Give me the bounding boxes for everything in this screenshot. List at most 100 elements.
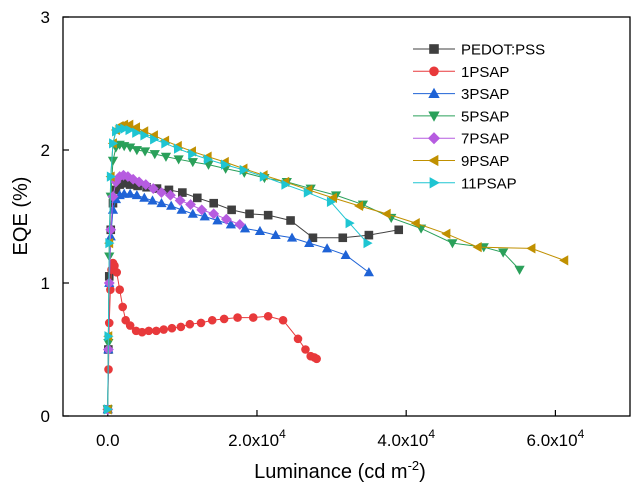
data-point (159, 325, 169, 334)
legend-marker (429, 44, 439, 54)
data-point (472, 241, 482, 253)
data-point (103, 404, 113, 415)
data-point (160, 152, 172, 162)
legend-item: 5PSAP (413, 108, 509, 125)
data-point (248, 313, 258, 322)
data-point (278, 315, 288, 325)
data-point (107, 156, 119, 166)
data-point (363, 267, 374, 277)
data-point (115, 285, 124, 294)
data-point (312, 354, 321, 364)
data-point (185, 319, 195, 329)
legend-marker (427, 132, 441, 145)
legend-marker (428, 111, 440, 122)
data-point (286, 232, 298, 242)
data-point (174, 195, 186, 206)
x-tick-label: 0.0 (96, 431, 120, 450)
data-point (125, 124, 135, 136)
data-series (102, 119, 569, 415)
y-tick-label: 1 (41, 274, 50, 293)
series-1 (103, 178, 404, 414)
data-point (147, 183, 159, 194)
data-point (178, 188, 187, 197)
data-point (122, 171, 134, 183)
legend-label: PEDOT:PSS (461, 42, 545, 59)
data-point (139, 192, 150, 202)
y-tick-label: 3 (41, 8, 50, 27)
series-line (107, 128, 368, 410)
data-point (270, 229, 281, 240)
data-point (176, 322, 186, 332)
legend-marker (428, 154, 439, 167)
data-point (118, 302, 127, 312)
data-point (188, 148, 198, 160)
data-point (176, 204, 187, 214)
data-point (208, 208, 220, 220)
x-axis-title-main: Luminance (cd m (254, 461, 407, 483)
series-line (107, 174, 240, 410)
legend-label: 11PSAP (461, 175, 517, 192)
data-point (140, 130, 150, 141)
legend-item: 9PSAP (413, 153, 509, 170)
data-point (167, 323, 177, 333)
plot-frame (62, 16, 631, 417)
legend-label: 5PSAP (461, 108, 509, 125)
data-point (139, 147, 151, 157)
data-point (353, 200, 364, 211)
data-point (514, 265, 525, 275)
data-point (173, 155, 184, 165)
data-point (410, 218, 420, 229)
legend-item: PEDOT:PSS (413, 42, 545, 59)
data-point (105, 224, 117, 236)
data-point (220, 213, 232, 225)
data-point (281, 179, 291, 190)
data-point (125, 143, 136, 153)
series-7 (103, 123, 373, 415)
data-point (245, 209, 254, 219)
x-axis-title: Luminance (cd m-2) (254, 458, 426, 483)
data-point (199, 211, 210, 221)
data-point (196, 318, 206, 328)
data-point (151, 326, 161, 336)
data-point (239, 164, 249, 176)
data-point (321, 243, 333, 253)
data-point (364, 230, 374, 240)
data-point (132, 127, 142, 138)
data-point (192, 193, 202, 203)
legend: PEDOT:PSS 1PSAP 3PSAP 5PSAP 7PSAP 9PSAP 11PSAP (413, 42, 545, 192)
data-point (196, 204, 208, 216)
legend-item: 11PSAP (413, 175, 517, 192)
data-point (187, 158, 198, 168)
data-point (173, 143, 184, 154)
data-point (187, 208, 198, 218)
data-point (147, 195, 158, 205)
data-point (263, 210, 273, 220)
data-point (340, 249, 351, 259)
legend-label: 7PSAP (461, 131, 509, 148)
data-point (381, 208, 391, 219)
data-point (115, 123, 125, 134)
legend-label: 9PSAP (461, 153, 509, 170)
data-point (363, 237, 373, 249)
legend-item: 7PSAP (413, 131, 509, 148)
data-point (144, 326, 154, 336)
data-point (301, 345, 310, 354)
data-point (303, 187, 313, 198)
data-point (150, 134, 160, 145)
data-point (293, 334, 303, 344)
data-point (140, 179, 152, 191)
x-tick-label: 4.0x104 (377, 427, 435, 450)
legend-label: 3PSAP (461, 86, 509, 103)
y-tick-label: 2 (41, 141, 50, 160)
data-point (112, 268, 122, 277)
data-point (125, 321, 135, 330)
legend-marker (429, 66, 439, 77)
data-point (104, 331, 114, 342)
data-point (219, 314, 229, 324)
data-point (225, 219, 236, 229)
data-point (149, 150, 160, 160)
data-point (394, 225, 404, 235)
x-tick-label: 6.0x104 (527, 427, 585, 450)
data-point (220, 159, 231, 170)
